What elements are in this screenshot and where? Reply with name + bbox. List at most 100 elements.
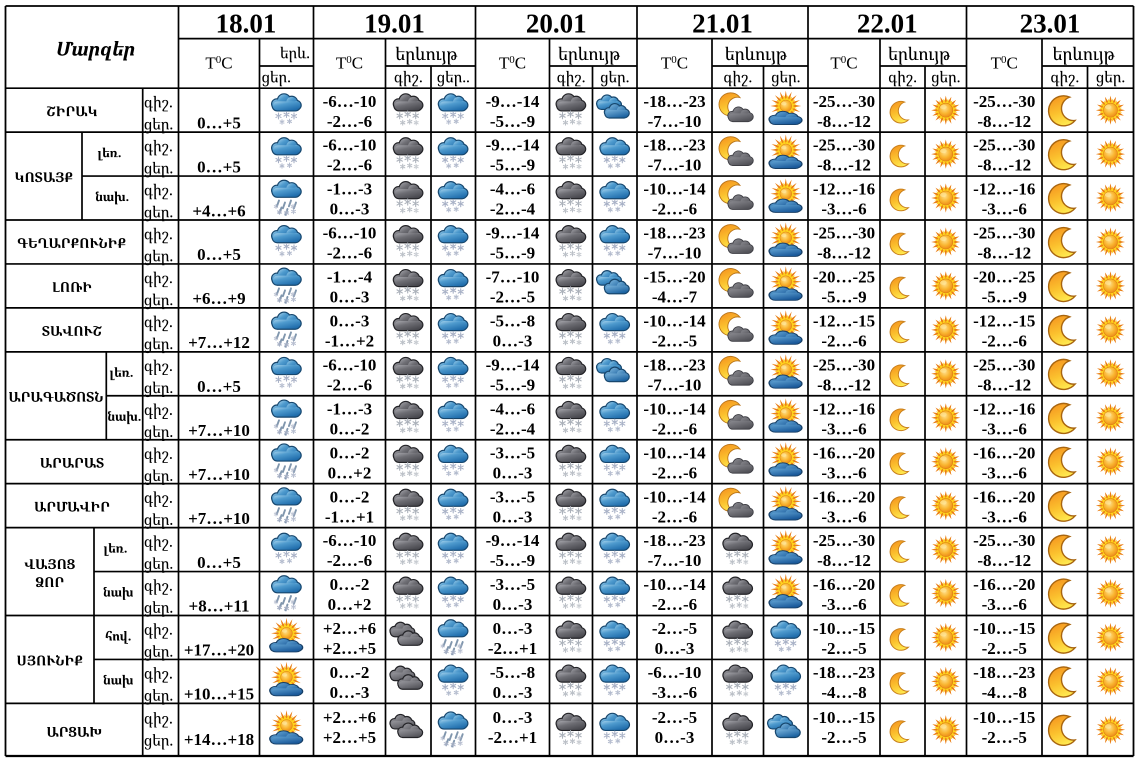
- svg-text:0…-3: 0…-3: [493, 332, 533, 351]
- svg-text:0…-3: 0…-3: [493, 683, 533, 702]
- svg-text:-3…-6: -3…-6: [982, 200, 1027, 219]
- svg-text:0…-2: 0…-2: [330, 575, 370, 594]
- svg-text:-10…-14: -10…-14: [643, 312, 706, 331]
- svg-text:-8…-12: -8…-12: [977, 244, 1031, 263]
- svg-text:-16…-20: -16…-20: [973, 487, 1035, 506]
- svg-text:-10…-14: -10…-14: [643, 399, 706, 418]
- svg-text:+14…+18: +14…+18: [184, 730, 254, 749]
- svg-text:-2…-6: -2…-6: [821, 332, 866, 351]
- svg-text:-2…-5: -2…-5: [652, 332, 697, 351]
- svg-text:-1…-3: -1…-3: [327, 180, 372, 199]
- svg-text:-8…-12: -8…-12: [817, 375, 871, 394]
- svg-text:+2…+6: +2…+6: [323, 708, 376, 727]
- svg-text:+6…+9: +6…+9: [192, 289, 245, 308]
- svg-text:0…-3: 0…-3: [493, 463, 533, 482]
- svg-text:-18…-23: -18…-23: [643, 224, 705, 243]
- svg-text:-5…-9: -5…-9: [821, 288, 866, 307]
- svg-text:+2…+5: +2…+5: [323, 728, 376, 747]
- svg-text:-2…-5: -2…-5: [821, 728, 866, 747]
- svg-text:19.01: 19.01: [364, 9, 425, 39]
- svg-text:-2…-6: -2…-6: [327, 156, 372, 175]
- svg-text:+2…+6: +2…+6: [323, 619, 376, 638]
- svg-text:+8…+11: +8…+11: [189, 597, 250, 616]
- svg-text:-3…-6: -3…-6: [821, 419, 866, 438]
- svg-text:T0C: T0C: [830, 54, 857, 73]
- svg-text:0…-3: 0…-3: [493, 595, 533, 614]
- svg-text:-12…-15: -12…-15: [813, 312, 875, 331]
- svg-text:-3…-5: -3…-5: [490, 443, 535, 462]
- svg-text:-8…-12: -8…-12: [977, 112, 1031, 131]
- svg-text:-10…-15: -10…-15: [813, 619, 875, 638]
- svg-text:-9…-14: -9…-14: [486, 531, 540, 550]
- svg-text:-2…+1: -2…+1: [488, 639, 537, 658]
- svg-text:-25…-30: -25…-30: [973, 224, 1035, 243]
- svg-text:18.01: 18.01: [216, 9, 277, 39]
- svg-text:-8…-12: -8…-12: [977, 551, 1031, 570]
- svg-text:-18…-23: -18…-23: [643, 355, 705, 374]
- svg-text:-9…-14: -9…-14: [486, 224, 540, 243]
- svg-text:-4…-7: -4…-7: [652, 288, 698, 307]
- svg-text:-3…-6: -3…-6: [821, 507, 866, 526]
- svg-text:0…+5: 0…+5: [197, 553, 241, 572]
- svg-text:-2…-6: -2…-6: [327, 244, 372, 263]
- svg-text:0…-3: 0…-3: [655, 639, 695, 658]
- svg-text:-18…-23: -18…-23: [643, 531, 705, 550]
- svg-text:0…-3: 0…-3: [330, 312, 370, 331]
- svg-text:-7…-10: -7…-10: [648, 112, 702, 131]
- svg-text:-2…-5: -2…-5: [982, 639, 1027, 658]
- svg-text:-16…-20: -16…-20: [813, 443, 875, 462]
- svg-text:-3…-5: -3…-5: [490, 487, 535, 506]
- svg-text:-25…-30: -25…-30: [813, 92, 875, 111]
- svg-text:-3…-6: -3…-6: [652, 683, 697, 702]
- svg-text:-5…-9: -5…-9: [490, 551, 535, 570]
- svg-text:0…-2: 0…-2: [330, 419, 370, 438]
- svg-text:-2…-4: -2…-4: [490, 419, 536, 438]
- svg-text:-2…-6: -2…-6: [652, 507, 697, 526]
- svg-text:-4…-6: -4…-6: [490, 180, 535, 199]
- svg-text:-2…-6: -2…-6: [327, 112, 372, 131]
- svg-text:-5…-8: -5…-8: [490, 312, 535, 331]
- svg-text:-3…-6: -3…-6: [821, 595, 866, 614]
- svg-text:+4…+6: +4…+6: [192, 201, 245, 220]
- svg-text:0…-3: 0…-3: [330, 288, 370, 307]
- svg-text:-2…-6: -2…-6: [982, 332, 1027, 351]
- svg-text:-18…-23: -18…-23: [643, 92, 705, 111]
- svg-text:0…+2: 0…+2: [328, 463, 372, 482]
- svg-text:-8…-12: -8…-12: [817, 551, 871, 570]
- svg-text:-5…-9: -5…-9: [490, 112, 535, 131]
- svg-text:23.01: 23.01: [1020, 9, 1081, 39]
- svg-text:-25…-30: -25…-30: [973, 531, 1035, 550]
- svg-text:-5…-9: -5…-9: [490, 375, 535, 394]
- svg-text:-10…-14: -10…-14: [643, 575, 706, 594]
- svg-text:+7…+10: +7…+10: [188, 509, 250, 528]
- svg-text:-1…-3: -1…-3: [327, 399, 372, 418]
- svg-text:-9…-14: -9…-14: [486, 92, 540, 111]
- svg-text:21.01: 21.01: [692, 9, 753, 39]
- svg-text:-4…-8: -4…-8: [821, 683, 866, 702]
- svg-text:20.01: 20.01: [526, 9, 587, 39]
- svg-text:+7…+10: +7…+10: [188, 465, 250, 484]
- svg-text:-2…-6: -2…-6: [652, 463, 697, 482]
- svg-text:-5…-9: -5…-9: [490, 156, 535, 175]
- svg-text:-8…-12: -8…-12: [817, 244, 871, 263]
- svg-text:-1…+1: -1…+1: [325, 507, 374, 526]
- svg-text:-25…-30: -25…-30: [813, 136, 875, 155]
- svg-text:-4…-8: -4…-8: [982, 683, 1027, 702]
- svg-text:0…-3: 0…-3: [330, 683, 370, 702]
- svg-text:-2…-5: -2…-5: [652, 619, 697, 638]
- svg-text:T0C: T0C: [336, 54, 363, 73]
- svg-text:-12…-16: -12…-16: [813, 180, 875, 199]
- svg-text:-25…-30: -25…-30: [813, 224, 875, 243]
- svg-text:-25…-30: -25…-30: [973, 92, 1035, 111]
- svg-text:-7…-10: -7…-10: [648, 156, 702, 175]
- svg-text:0…+5: 0…+5: [197, 113, 241, 132]
- svg-text:-5…-8: -5…-8: [490, 663, 535, 682]
- svg-text:T0C: T0C: [991, 54, 1018, 73]
- svg-text:0…+5: 0…+5: [197, 377, 241, 396]
- svg-text:-10…-14: -10…-14: [643, 487, 706, 506]
- svg-text:0…-3: 0…-3: [493, 708, 533, 727]
- svg-text:-10…-14: -10…-14: [643, 180, 706, 199]
- svg-text:0…+5: 0…+5: [197, 245, 241, 264]
- svg-text:-2…-6: -2…-6: [652, 595, 697, 614]
- svg-text:+7…+10: +7…+10: [188, 421, 250, 440]
